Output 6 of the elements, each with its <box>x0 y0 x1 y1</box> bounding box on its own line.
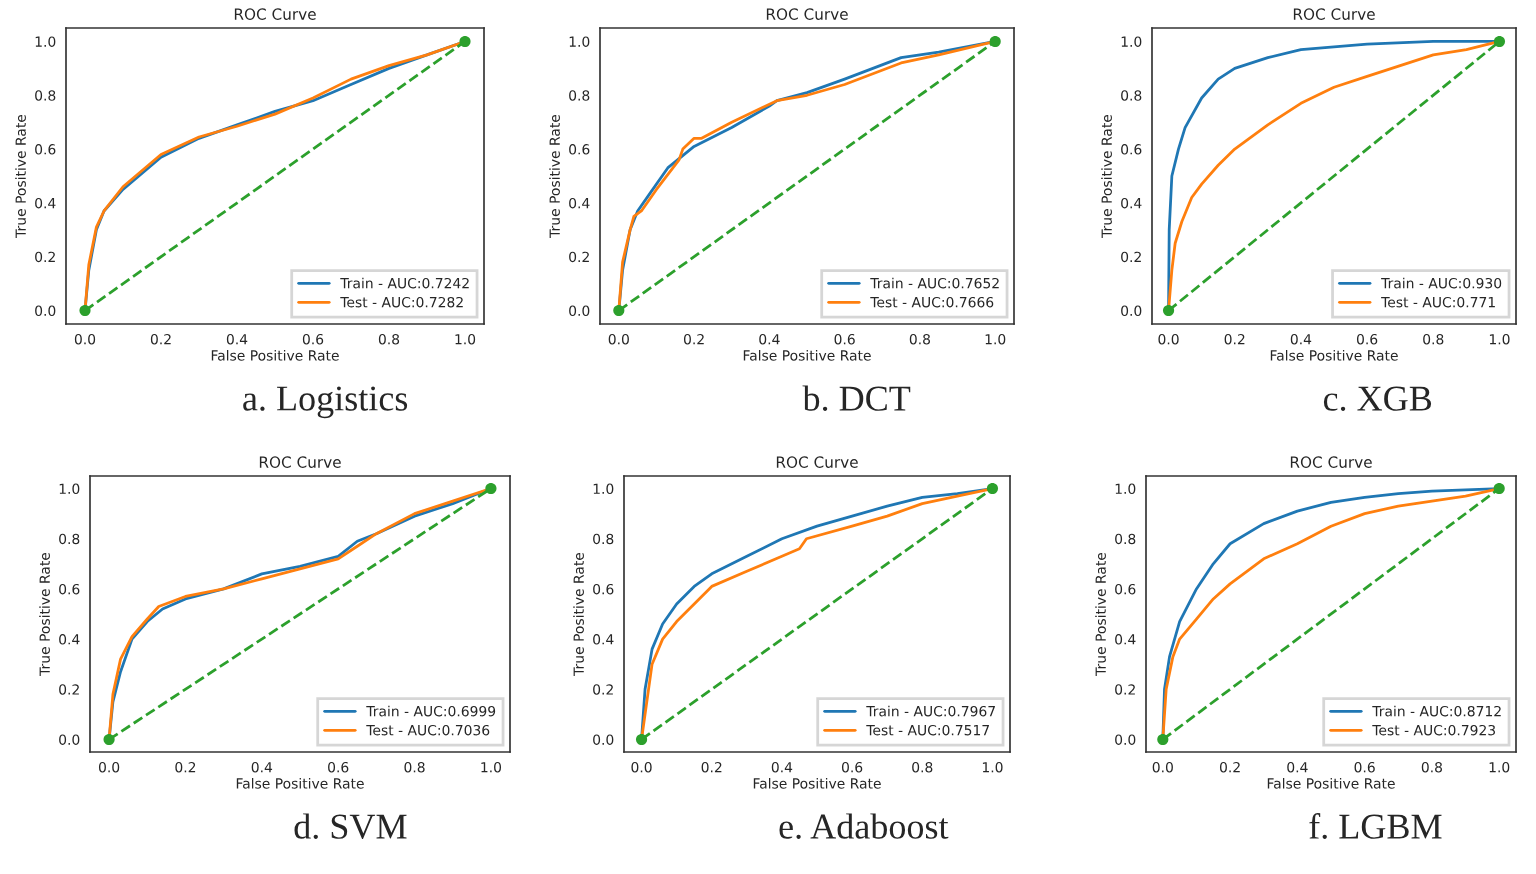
text: f. LGBM <box>1309 813 1442 839</box>
text: e. Adaboost <box>779 813 949 839</box>
text: a. Logistics <box>243 386 408 419</box>
text: d. SVM <box>294 813 407 840</box>
text: b. DCT <box>802 385 911 411</box>
text: c. XGB <box>1323 386 1432 411</box>
